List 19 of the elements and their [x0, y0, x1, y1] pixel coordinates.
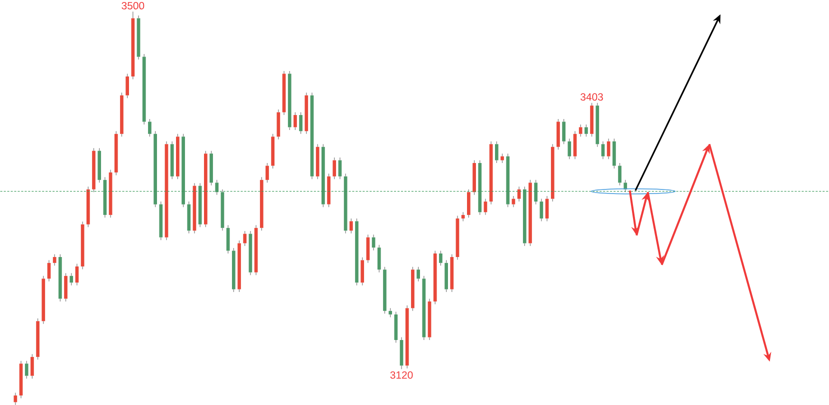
candlestick — [14, 392, 18, 405]
candlestick — [220, 188, 224, 231]
candlestick — [187, 201, 191, 234]
candlestick — [428, 298, 432, 340]
candlestick — [540, 198, 544, 222]
annotation: 3500 — [122, 2, 144, 10]
candlestick — [573, 130, 577, 160]
candlestick — [19, 360, 23, 398]
annotation: 3403 — [580, 93, 603, 101]
candlestick — [276, 109, 280, 140]
candlestick — [618, 162, 622, 186]
candlestick — [344, 173, 348, 234]
candlestick — [70, 272, 74, 286]
annotation: 3120 — [390, 371, 413, 379]
candlestick — [64, 272, 68, 302]
candlestick — [282, 70, 286, 116]
candlestick — [142, 54, 146, 125]
candlestick — [304, 92, 308, 134]
candlestick — [601, 140, 605, 160]
